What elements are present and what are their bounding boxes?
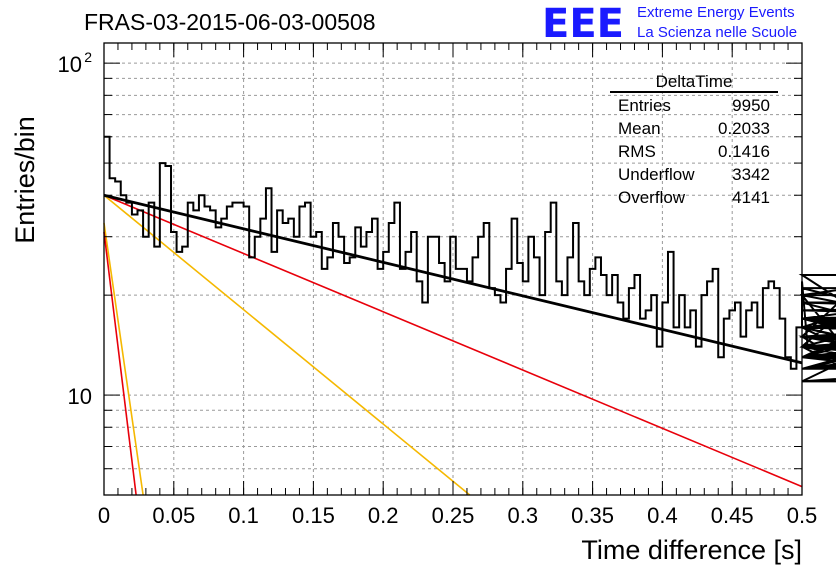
y-tick-exponent: 2 bbox=[84, 49, 92, 65]
x-axis-title: Time difference [s] bbox=[581, 535, 802, 565]
x-tick-label: 0.35 bbox=[571, 503, 614, 528]
grid-lines bbox=[104, 43, 802, 495]
axis-ticks bbox=[103, 43, 803, 496]
fit-line-1 bbox=[103, 194, 803, 488]
y-tick-label: 10 bbox=[68, 384, 92, 409]
stats-label: Mean bbox=[618, 119, 661, 138]
fit-curves bbox=[103, 194, 803, 496]
stats-value: 0.1416 bbox=[718, 142, 770, 161]
x-tick-labels: 0 0.05 0.1 0.15 0.2 0.25 0.3 0.35 0.4 0.45 0.5 bbox=[98, 503, 817, 528]
stats-value: 9950 bbox=[732, 96, 770, 115]
stats-box-title: DeltaTime bbox=[656, 72, 733, 91]
x-tick-label: 0.15 bbox=[292, 503, 335, 528]
x-tick-label: 0.3 bbox=[508, 503, 539, 528]
logo-line-1: Extreme Energy Events bbox=[637, 4, 795, 21]
stats-value: 4141 bbox=[732, 188, 770, 207]
fit-line-3 bbox=[103, 222, 144, 496]
stats-label: Overflow bbox=[618, 188, 686, 207]
x-tick-label: 0.4 bbox=[647, 503, 678, 528]
y-axis-title: Entries/bin bbox=[10, 116, 40, 244]
stats-label: Underflow bbox=[618, 165, 695, 184]
stats-label: Entries bbox=[618, 96, 671, 115]
x-tick-label: 0.5 bbox=[787, 503, 818, 528]
stats-value: 3342 bbox=[732, 165, 770, 184]
logo-line-2: La Scienza nelle Scuole bbox=[637, 24, 798, 41]
histogram-steps bbox=[104, 135, 836, 383]
fit-line-0 bbox=[103, 193, 803, 365]
fit-line-2 bbox=[103, 194, 471, 496]
x-tick-label: 0.05 bbox=[152, 503, 195, 528]
x-tick-label: 0.45 bbox=[711, 503, 754, 528]
fit-line-4 bbox=[103, 231, 137, 496]
eee-logo: EEE bbox=[542, 1, 624, 47]
fit-curve-total bbox=[103, 193, 803, 365]
plot-title: FRAS-03-2015-06-03-00508 bbox=[84, 9, 376, 35]
stats-value: 0.2033 bbox=[718, 119, 770, 138]
x-tick-label: 0.1 bbox=[228, 503, 259, 528]
x-tick-label: 0.2 bbox=[368, 503, 399, 528]
stats-label: RMS bbox=[618, 142, 656, 161]
y-tick-label: 10 bbox=[58, 52, 82, 77]
x-tick-label: 0 bbox=[98, 503, 110, 528]
stats-box: DeltaTime Entries 9950 Mean 0.2033 RMS 0.1416… bbox=[610, 72, 778, 207]
x-tick-label: 0.25 bbox=[432, 503, 475, 528]
